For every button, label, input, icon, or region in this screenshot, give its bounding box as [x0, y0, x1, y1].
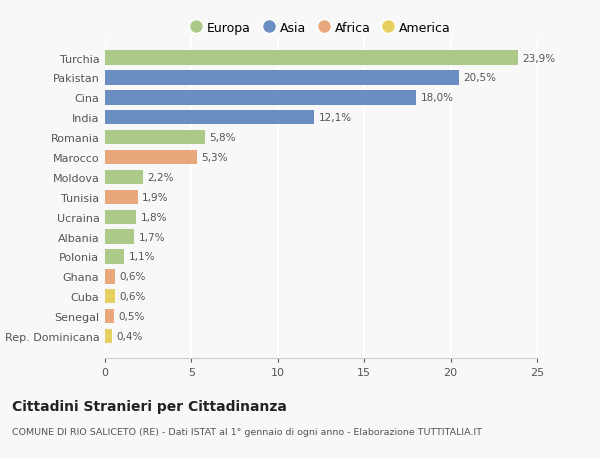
Text: 0,5%: 0,5% — [118, 312, 145, 321]
Text: 1,9%: 1,9% — [142, 192, 169, 202]
Bar — [105, 71, 459, 85]
Bar — [105, 151, 197, 165]
Text: 1,7%: 1,7% — [139, 232, 165, 242]
Text: 1,1%: 1,1% — [128, 252, 155, 262]
Text: 18,0%: 18,0% — [421, 93, 454, 103]
Bar — [105, 91, 416, 105]
Bar — [105, 210, 136, 224]
Text: 12,1%: 12,1% — [319, 113, 352, 123]
Bar — [105, 51, 518, 66]
Bar — [105, 290, 115, 304]
Text: 5,3%: 5,3% — [201, 153, 227, 162]
Bar — [105, 230, 134, 244]
Bar — [105, 111, 314, 125]
Bar — [105, 269, 115, 284]
Bar — [105, 329, 112, 343]
Text: 1,8%: 1,8% — [140, 212, 167, 222]
Legend: Europa, Asia, Africa, America: Europa, Asia, Africa, America — [186, 17, 456, 40]
Text: 23,9%: 23,9% — [523, 54, 556, 63]
Bar — [105, 170, 143, 185]
Text: Cittadini Stranieri per Cittadinanza: Cittadini Stranieri per Cittadinanza — [12, 399, 287, 413]
Text: 20,5%: 20,5% — [464, 73, 497, 83]
Text: 5,8%: 5,8% — [209, 133, 236, 143]
Text: 0,6%: 0,6% — [119, 291, 146, 302]
Text: COMUNE DI RIO SALICETO (RE) - Dati ISTAT al 1° gennaio di ogni anno - Elaborazio: COMUNE DI RIO SALICETO (RE) - Dati ISTAT… — [12, 427, 482, 436]
Bar — [105, 250, 124, 264]
Text: 0,6%: 0,6% — [119, 272, 146, 282]
Text: 0,4%: 0,4% — [116, 331, 143, 341]
Bar — [105, 131, 205, 145]
Text: 2,2%: 2,2% — [148, 173, 174, 183]
Bar — [105, 309, 113, 324]
Bar — [105, 190, 138, 205]
